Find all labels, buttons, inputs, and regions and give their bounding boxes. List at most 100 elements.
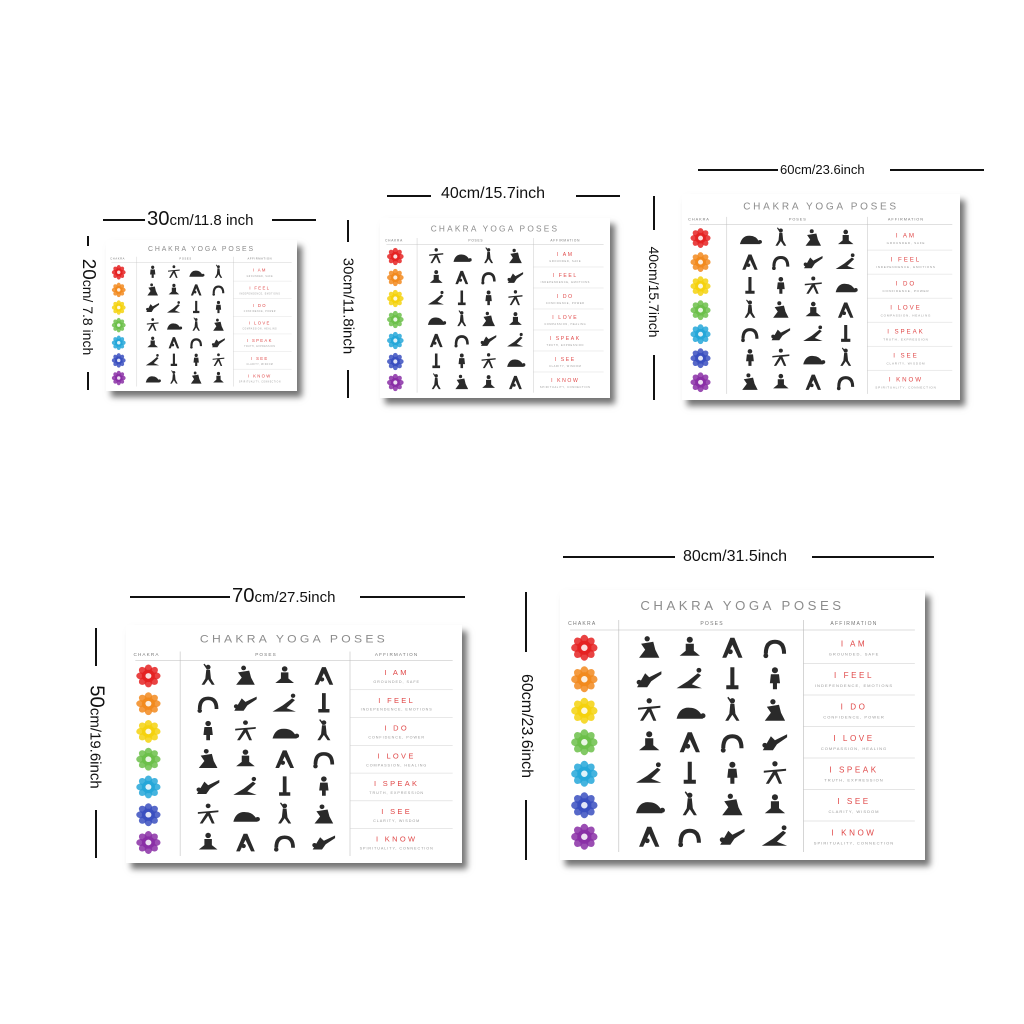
chakra-row: I SPEAK TRUTH, EXPRESSION	[571, 760, 915, 790]
chakra-row: I DO CONFIDENCE, POWER	[571, 696, 915, 727]
yoga-pose-icon	[636, 671, 662, 688]
chakra-icon	[136, 664, 161, 688]
chakra-icon	[690, 300, 711, 321]
yoga-pose-icon	[509, 375, 522, 390]
yoga-pose-icon	[168, 265, 180, 278]
yoga-pose-icon	[761, 825, 788, 846]
affirmation-text: I DO	[557, 294, 574, 300]
poster-30x20: CHAKRA YOGA POSES CHAKRA POSES AFFIRMATION I…	[106, 240, 297, 391]
yoga-pose-icon	[233, 812, 260, 822]
affirmation-text: I AM	[385, 668, 409, 677]
yoga-pose-icon	[150, 265, 156, 278]
affirmation-text: I KNOW	[889, 377, 923, 384]
height-dimension-line	[347, 370, 349, 398]
affirmation-subtext: CLARITY, WISDOM	[886, 361, 925, 365]
affirmation-text: I DO	[896, 280, 916, 287]
yoga-pose-icon	[742, 254, 758, 270]
chakra-icon	[571, 697, 598, 724]
width-dimension-line	[387, 195, 431, 197]
chakra-icon	[111, 317, 126, 333]
chakra-row: I AM GROUNDED, SAFE	[571, 634, 915, 664]
affirmation-text: I SPEAK	[829, 766, 878, 775]
width-dimension-line	[103, 219, 145, 221]
yoga-pose-icon	[803, 355, 826, 365]
width-label: 70cm/27.5inch	[232, 585, 335, 608]
yoga-pose-icon	[429, 333, 443, 348]
yoga-pose-icon	[167, 323, 183, 330]
affirmation-subtext: SPIRITUALITY, CONNECTION	[540, 385, 591, 389]
chakra-icon	[136, 747, 161, 771]
yoga-pose-icon	[189, 270, 205, 277]
chakra-row: I DO CONFIDENCE, POWER	[690, 276, 953, 299]
affirmation-text: I DO	[841, 703, 868, 712]
poster-60x40: CHAKRA YOGA POSES CHAKRA POSES AFFIRMATION I…	[682, 194, 960, 400]
height-dimension-line	[87, 236, 89, 246]
yoga-pose-icon	[146, 318, 159, 331]
height-label: 50cm/19.6inch	[85, 685, 108, 788]
yoga-pose-icon	[432, 353, 441, 369]
yoga-pose-icon	[455, 374, 469, 390]
chakra-icon	[136, 775, 161, 799]
chakra-icon	[111, 300, 126, 315]
chakra-icon	[571, 729, 598, 756]
affirmation-text: I AM	[557, 252, 574, 258]
width-label: 60cm/23.6inch	[780, 162, 865, 177]
affirmation-subtext: CONFIDENCE, POWER	[244, 311, 276, 313]
yoga-pose-icon	[509, 248, 522, 264]
yoga-pose-icon	[481, 272, 496, 285]
affirmation-subtext: SPIRITUALITY, CONNECTION	[814, 841, 894, 846]
affirmation-subtext: INDEPENDENCE, EMOTIONS	[541, 280, 590, 284]
yoga-pose-icon	[314, 667, 334, 685]
yoga-pose-icon	[214, 264, 223, 278]
affirmation-subtext: COMPASSION, HEALING	[243, 328, 278, 331]
yoga-pose-icon	[485, 290, 492, 306]
yoga-pose-icon	[167, 301, 181, 313]
chakra-icon	[111, 353, 126, 368]
yoga-pose-icon	[763, 761, 787, 784]
poster-80x60: CHAKRA YOGA POSES CHAKRA POSES AFFIRMATION I…	[560, 590, 925, 860]
chakra-icon	[690, 348, 711, 369]
column-header: CHAKRA	[568, 621, 596, 627]
yoga-pose-icon	[192, 317, 200, 331]
height-dimension-line	[347, 220, 349, 242]
yoga-pose-icon	[742, 373, 758, 390]
poster-40x30: CHAKRA YOGA POSES CHAKRA POSES AFFIRMATION I…	[380, 218, 610, 398]
affirmation-subtext: SPIRITUALITY, CONNECTION	[360, 847, 434, 851]
yoga-pose-icon	[840, 347, 852, 366]
yoga-pose-icon	[764, 794, 786, 814]
yoga-pose-icon	[739, 235, 762, 245]
yoga-pose-icon	[193, 300, 200, 314]
yoga-pose-icon	[676, 667, 702, 689]
yoga-pose-icon	[719, 828, 745, 845]
poster-graphic: CHAKRA YOGA POSES CHAKRA POSES AFFIRMATION I…	[385, 223, 604, 393]
yoga-pose-icon	[764, 699, 786, 721]
yoga-pose-icon	[482, 311, 495, 327]
affirmation-subtext: CONFIDENCE, POWER	[823, 715, 884, 720]
yoga-pose-icon	[741, 328, 759, 343]
affirmation-subtext: CLARITY, WISDOM	[549, 364, 581, 368]
height-cm: 20	[78, 258, 99, 280]
yoga-pose-icon	[482, 375, 495, 388]
yoga-pose-icon	[509, 312, 522, 325]
affirmation-subtext: TRUTH, EXPRESSION	[547, 343, 585, 347]
affirmation-text: I KNOW	[248, 373, 272, 378]
affirmation-text: I SEE	[555, 357, 576, 363]
affirmation-subtext: INDEPENDENCE, EMOTIONS	[361, 708, 433, 712]
yoga-pose-icon	[455, 270, 469, 285]
poster-title: CHAKRA YOGA POSES	[743, 201, 899, 212]
column-header: AFFIRMATION	[375, 652, 418, 657]
affirmation-subtext: COMPASSION, HEALING	[366, 763, 427, 767]
chakra-icon	[136, 831, 161, 854]
chakra-row: I AM GROUNDED, SAFE	[111, 264, 292, 282]
chakra-row: I SPEAK TRUTH, EXPRESSION	[690, 324, 953, 347]
affirmation-subtext: CLARITY, WISDOM	[247, 363, 274, 366]
poster-graphic: CHAKRA YOGA POSES CHAKRA POSES AFFIRMATION I…	[110, 245, 292, 387]
poster-title: CHAKRA YOGA POSES	[148, 245, 255, 253]
height-label: 30cm/11.8inch	[339, 257, 357, 355]
affirmation-subtext: CONFIDENCE, POWER	[368, 736, 425, 740]
